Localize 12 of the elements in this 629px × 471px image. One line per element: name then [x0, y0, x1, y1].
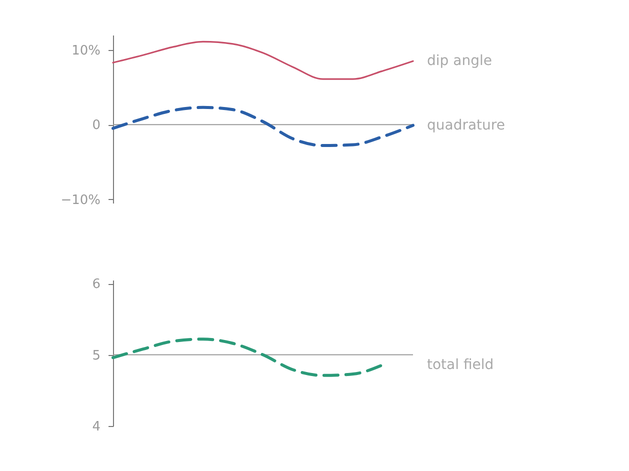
y-tick-label: −10%	[60, 192, 100, 208]
y-tick-label: 0	[92, 118, 100, 134]
line-series	[112, 106, 414, 148]
y-tick-label: 4	[92, 420, 100, 434]
series-label: quadrature	[427, 117, 505, 134]
y-tick-label: 6	[92, 277, 100, 292]
line-series	[112, 338, 384, 377]
text: total field	[427, 356, 494, 373]
y-tick-label: 10%	[72, 43, 100, 58]
line-series	[112, 40, 414, 80]
series-label: dip angle	[427, 53, 492, 70]
y-tick-label: 5	[92, 348, 100, 364]
